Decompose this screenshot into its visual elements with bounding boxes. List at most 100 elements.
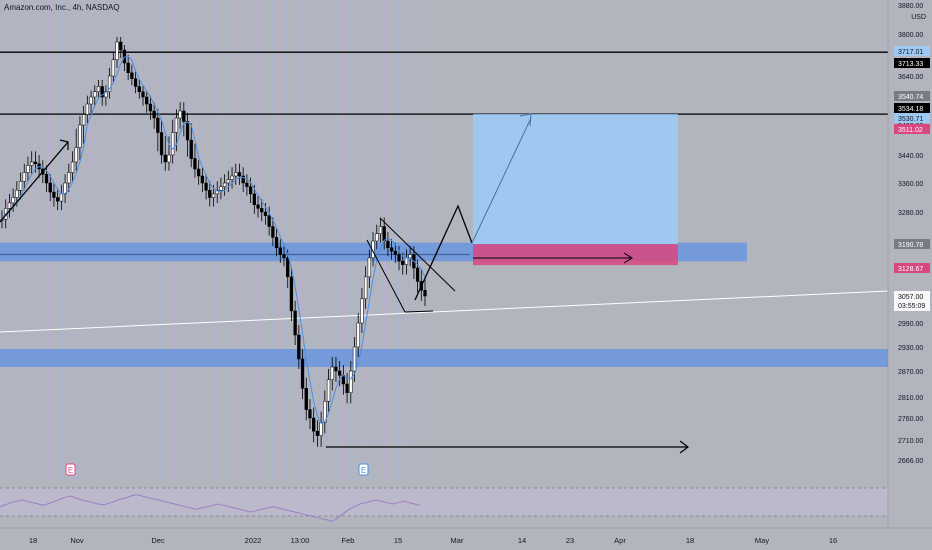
session-band [307, 0, 309, 480]
x-tick-label: 18 [686, 536, 694, 545]
price-badge-label: 3128.67 [898, 266, 923, 273]
candle-body [189, 139, 193, 159]
x-tick-label: Mar [451, 536, 464, 545]
candle-body [156, 117, 160, 133]
candle-body [248, 186, 253, 195]
session-band [83, 0, 85, 480]
price-badge-label: 3717.01 [898, 49, 923, 56]
candle-body [415, 267, 420, 282]
candle-body [293, 310, 297, 336]
x-tick-label: Feb [342, 536, 355, 545]
earnings-marker-label: E [68, 466, 73, 475]
candle-body [185, 121, 190, 141]
session-band [97, 0, 99, 480]
candle-body [167, 154, 171, 163]
candle-body [48, 182, 52, 193]
candle-body [200, 175, 205, 184]
session-band [13, 0, 15, 480]
entry-arrowhead [623, 252, 633, 264]
earnings-marker-label: E [361, 466, 366, 475]
session-band [76, 0, 78, 480]
candle-body [300, 358, 305, 389]
y-tick-label: 2760.00 [898, 416, 923, 423]
support-zone-lower [0, 349, 888, 367]
x-tick-label: May [755, 536, 769, 545]
candle-body [393, 250, 397, 255]
candle-body [226, 179, 230, 184]
session-band [90, 0, 92, 480]
rsi-band [0, 488, 888, 516]
candle-body [252, 193, 256, 205]
y-tick-label: 3440.00 [898, 153, 923, 160]
candle-body [96, 86, 101, 92]
candle-body [11, 197, 15, 204]
y-tick-label: 2990.00 [898, 321, 923, 328]
candle-body [297, 334, 301, 360]
price-badge-bg [894, 113, 930, 123]
candle-body [15, 190, 19, 198]
candle-body [289, 276, 294, 312]
candle-body [349, 370, 353, 393]
candle-body [137, 86, 141, 92]
session-band [293, 0, 295, 480]
price-badge-label: 3534.18 [898, 106, 923, 113]
session-band [125, 0, 127, 480]
session-band [237, 0, 239, 480]
session-band [48, 0, 50, 480]
session-band [258, 0, 260, 480]
candle-body [401, 261, 405, 265]
time-axis [0, 528, 932, 550]
session-band [286, 0, 288, 480]
session-band [104, 0, 106, 480]
low-arrowhead [679, 440, 689, 454]
y-tick-label: 3640.00 [898, 74, 923, 81]
candle-body [260, 208, 264, 213]
session-band [405, 0, 407, 480]
price-badge-bg [894, 46, 930, 56]
candle-body [44, 174, 49, 184]
session-band [314, 0, 316, 480]
price-badge-bg [894, 239, 930, 249]
candle-body [334, 366, 338, 372]
session-band [356, 0, 358, 480]
candle-body [204, 182, 208, 191]
target-zone [473, 114, 678, 245]
candle-body [93, 91, 97, 98]
candle-body [315, 430, 320, 436]
session-band [223, 0, 225, 480]
price-badge: 3534.18 [894, 103, 930, 113]
stop-zone [473, 244, 678, 266]
candle-body [312, 417, 316, 432]
candle-body [237, 172, 242, 177]
session-band [370, 0, 372, 480]
y-tick-label: 3800.00 [898, 32, 923, 39]
session-band [342, 0, 344, 480]
x-tick-label: 15 [394, 536, 402, 545]
session-band [230, 0, 232, 480]
session-band [160, 0, 162, 480]
candle-body [319, 422, 323, 436]
earnings-marker [358, 463, 369, 476]
y-tick-label: 3360.00 [898, 181, 923, 188]
candle-body [78, 124, 82, 148]
session-band [398, 0, 400, 480]
price-badge-label: 3511.02 [898, 127, 923, 134]
session-band [34, 0, 36, 480]
candle-body [70, 161, 75, 173]
candle-body [326, 379, 331, 402]
session-band [300, 0, 302, 480]
session-band [41, 0, 43, 480]
session-band [251, 0, 253, 480]
candle-body [130, 72, 134, 79]
session-band [181, 0, 183, 480]
session-band [174, 0, 176, 480]
y-tick-label: 2870.00 [898, 369, 923, 376]
price-badge-bg [894, 103, 930, 113]
candle-body [152, 110, 156, 119]
candle-body [59, 193, 64, 202]
candle-body [282, 254, 286, 259]
price-badge-bg [894, 58, 930, 68]
price-badge: 3713.33 [894, 58, 930, 68]
session-band [265, 0, 267, 480]
